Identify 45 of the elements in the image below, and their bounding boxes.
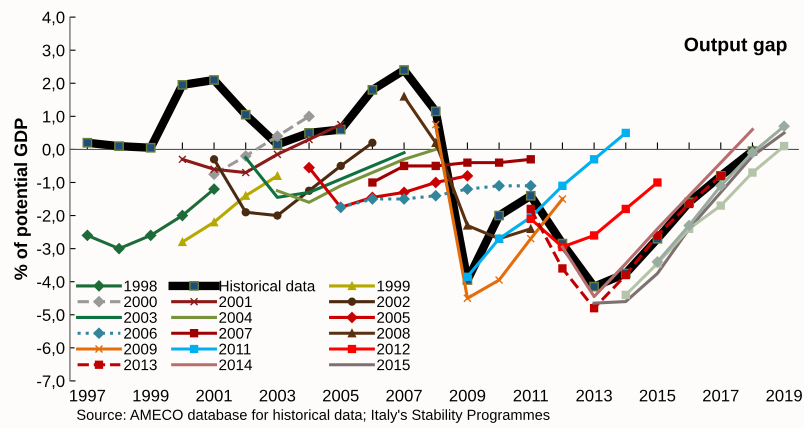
x-tick-label: 2013 — [576, 390, 612, 402]
legend-label: 2007 — [219, 328, 252, 339]
x-tick-label: 2005 — [323, 390, 359, 402]
legend-label: 2002 — [377, 296, 410, 308]
legend-label: 2006 — [124, 328, 157, 339]
x-tick-label: 1999 — [133, 390, 168, 402]
legend-label: 2005 — [377, 312, 410, 323]
x-tick-label: 2011 — [514, 390, 548, 402]
x-tick-label: 2007 — [386, 390, 422, 402]
x-tick-label: 2003 — [260, 390, 296, 402]
legend-label: 2008 — [377, 328, 410, 339]
y-tick-label: 4,0 — [42, 12, 64, 26]
legend-label: 2004 — [219, 312, 252, 323]
legend-label: 2013 — [124, 359, 157, 370]
legend-label: 1998 — [124, 280, 157, 292]
legend-label: 2003 — [124, 312, 157, 323]
x-tick-label: 2001 — [196, 390, 232, 402]
y-axis-title: % of potential GDP — [14, 118, 31, 280]
x-tick-label: 2019 — [766, 390, 802, 402]
x-tick-label: 2015 — [640, 390, 676, 402]
legend-label: 2001 — [219, 296, 252, 308]
y-tick-label: -7,0 — [37, 375, 64, 390]
y-tick-label: -2,0 — [37, 210, 64, 224]
y-tick-label: 2,0 — [42, 78, 64, 92]
legend-label: Historical data — [220, 280, 316, 292]
legend-label: 2000 — [124, 296, 157, 308]
y-tick-label: -6,0 — [37, 342, 64, 356]
legend-label: 1999 — [378, 280, 410, 292]
source-note: Source: AMECO database for historical data; Italy's Stability Programmes — [77, 409, 550, 423]
legend-label: 2014 — [219, 359, 252, 370]
x-tick-label: 2009 — [450, 390, 486, 402]
legend-label: 2012 — [377, 344, 410, 354]
y-tick-label: -3,0 — [37, 243, 64, 257]
y-tick-label: -5,0 — [37, 309, 64, 323]
legend-label: 2009 — [124, 344, 157, 354]
x-tick-label: 1997 — [70, 390, 106, 402]
text: Output gap — [684, 38, 787, 56]
y-tick-label: -4,0 — [37, 276, 64, 290]
y-tick-label: -1,0 — [37, 176, 64, 191]
y-tick-label: 1,0 — [43, 110, 64, 125]
legend-label: 2015 — [377, 359, 410, 370]
x-tick-label: 2017 — [703, 390, 738, 402]
y-tick-label: 0,0 — [42, 144, 64, 158]
y-tick-label: 3,0 — [42, 44, 64, 58]
legend-label: 2011 — [219, 344, 251, 354]
